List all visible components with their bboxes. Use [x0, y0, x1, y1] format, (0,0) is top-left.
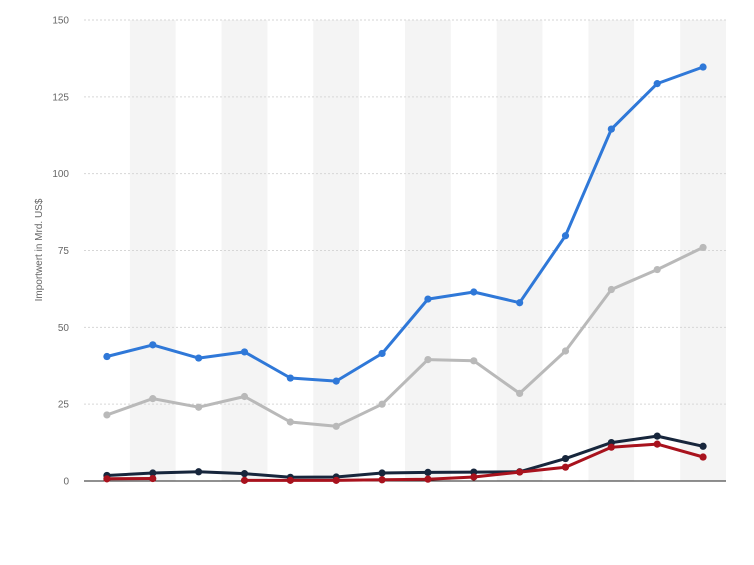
data-point[interactable]: [607, 443, 615, 451]
data-point[interactable]: [607, 285, 615, 294]
data-point[interactable]: [378, 469, 386, 477]
data-point[interactable]: [561, 347, 570, 355]
background-band: [588, 20, 635, 481]
series-group: [103, 63, 707, 484]
data-point[interactable]: [103, 411, 111, 419]
data-point[interactable]: [149, 395, 157, 403]
data-point[interactable]: [103, 475, 111, 483]
data-point[interactable]: [103, 352, 111, 361]
series-line: [105, 245, 705, 428]
data-point[interactable]: [149, 341, 157, 349]
data-point[interactable]: [653, 80, 661, 88]
data-point[interactable]: [516, 299, 524, 307]
data-point[interactable]: [561, 463, 570, 471]
data-point[interactable]: [561, 232, 570, 240]
data-point[interactable]: [195, 403, 203, 411]
data-point[interactable]: [424, 356, 432, 364]
y-tick-label: 100: [52, 169, 69, 180]
data-point[interactable]: [378, 400, 386, 408]
series-2: [103, 243, 707, 430]
series-line: [105, 434, 705, 479]
y-axis-ticks: 0 25 50 75 100 125 150: [52, 16, 69, 488]
data-point[interactable]: [699, 63, 707, 71]
y-tick-label: 25: [58, 400, 70, 411]
y-tick-label: 0: [63, 477, 69, 488]
data-point[interactable]: [699, 453, 707, 461]
series-4: [103, 440, 707, 484]
data-point[interactable]: [561, 454, 570, 463]
data-point[interactable]: [516, 468, 524, 476]
data-point[interactable]: [240, 470, 249, 478]
data-point[interactable]: [516, 389, 524, 398]
data-point[interactable]: [240, 392, 249, 401]
background-band: [84, 20, 130, 481]
data-point[interactable]: [286, 374, 294, 382]
series-1: [103, 63, 707, 385]
data-point[interactable]: [470, 473, 478, 481]
data-point[interactable]: [607, 125, 615, 133]
data-point[interactable]: [195, 354, 203, 362]
data-point[interactable]: [286, 476, 294, 484]
data-point[interactable]: [149, 474, 157, 483]
y-tick-label: 50: [58, 323, 70, 334]
background-band: [496, 20, 543, 481]
y-tick-label: 125: [52, 92, 69, 103]
y-tick-label: 75: [58, 246, 70, 257]
data-point[interactable]: [149, 469, 157, 477]
data-point[interactable]: [240, 476, 249, 484]
data-point[interactable]: [378, 349, 386, 358]
data-point[interactable]: [470, 288, 478, 296]
data-point[interactable]: [332, 476, 340, 484]
data-point[interactable]: [699, 243, 707, 252]
data-point[interactable]: [470, 357, 478, 365]
data-point[interactable]: [378, 476, 386, 484]
data-point[interactable]: [424, 468, 432, 476]
data-point[interactable]: [286, 418, 294, 426]
background-band: [175, 20, 222, 481]
data-point[interactable]: [653, 432, 661, 440]
data-point[interactable]: [240, 348, 249, 356]
data-point[interactable]: [699, 442, 707, 450]
data-point[interactable]: [332, 377, 340, 385]
y-axis-label: Importwert in Mrd. US$: [34, 198, 45, 301]
data-point[interactable]: [424, 475, 432, 483]
background-band: [405, 20, 451, 481]
data-point[interactable]: [424, 295, 432, 303]
y-tick-label: 150: [52, 16, 69, 27]
data-point[interactable]: [332, 422, 340, 430]
data-point[interactable]: [653, 265, 661, 274]
data-point[interactable]: [653, 440, 661, 448]
data-point[interactable]: [195, 468, 203, 476]
series-line: [105, 65, 705, 383]
